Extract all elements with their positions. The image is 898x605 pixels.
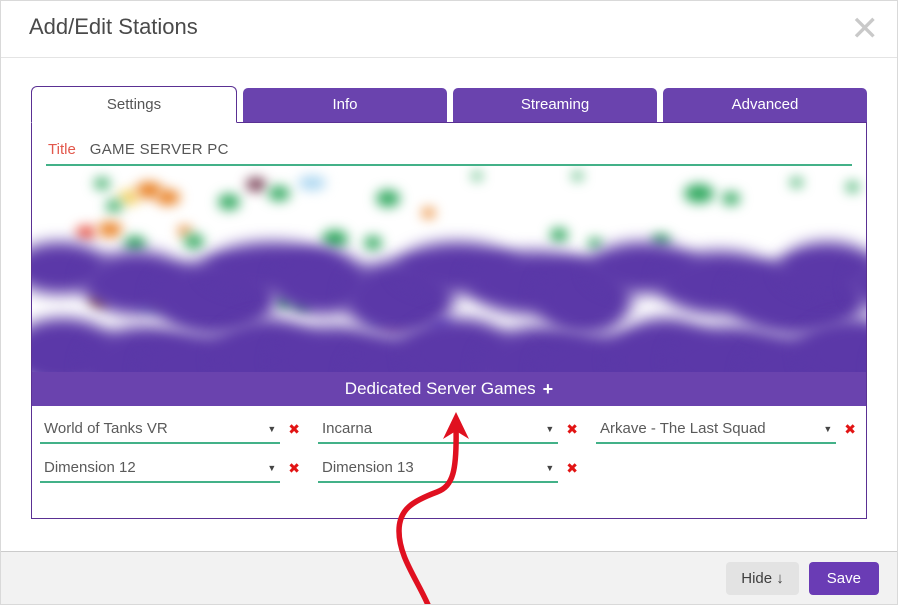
add-game-button[interactable]: + [542,378,554,399]
tab-info[interactable]: Info [243,88,447,122]
game-slot: Dimension 13 ▼ ✖ [318,453,580,483]
game-select-value: Arkave - The Last Squad [600,420,766,437]
game-select[interactable]: World of Tanks VR ▼ [40,417,281,444]
game-select-value: Dimension 12 [44,459,136,476]
save-button[interactable]: Save [808,561,879,595]
game-select-value: Dimension 13 [322,459,414,476]
game-select[interactable]: Dimension 13 ▼ [318,456,559,483]
station-title-field[interactable]: Title GAME SERVER PC [46,139,852,166]
game-select-value: Incarna [322,420,373,437]
hide-button[interactable]: Hide ↓ [726,561,799,595]
game-slot: Incarna ▼ ✖ [318,414,580,444]
chevron-down-icon: ▼ [545,462,555,473]
tab-advanced[interactable]: Advanced [663,88,867,122]
game-select[interactable]: Arkave - The Last Squad ▼ [596,417,837,444]
remove-game-button[interactable]: ✖ [844,421,856,437]
remove-game-button[interactable]: ✖ [288,460,300,476]
settings-panel: Title GAME SERVER PC Dedicated Server Ga… [31,122,867,519]
chevron-down-icon: ▼ [267,462,277,473]
chevron-down-icon: ▼ [267,423,277,434]
game-slot: Dimension 12 ▼ ✖ [40,453,302,483]
game-slot: World of Tanks VR ▼ ✖ [40,414,302,444]
games-grid: World of Tanks VR ▼ ✖ Incarna ▼ ✖ Arkave… [32,406,866,492]
game-slot: Arkave - The Last Squad ▼ ✖ [596,414,858,444]
remove-game-button[interactable]: ✖ [566,421,578,437]
games-header-label: Dedicated Server Games [344,379,536,398]
title-label: Title [48,141,76,158]
modal-title: Add/Edit Stations [29,14,198,39]
title-input[interactable]: GAME SERVER PC [89,141,229,158]
remove-game-button[interactable]: ✖ [288,421,300,437]
blurred-region [32,166,866,372]
game-select[interactable]: Dimension 12 ▼ [40,456,281,483]
game-select[interactable]: Incarna ▼ [318,417,559,444]
modal-footer: Hide ↓ Save [1,551,897,604]
tab-bar: Settings Info Streaming Advanced [31,86,867,123]
chevron-down-icon: ▼ [545,423,555,434]
chevron-down-icon: ▼ [823,423,833,434]
tab-streaming[interactable]: Streaming [453,88,657,122]
modal-body: Settings Info Streaming Advanced Title G… [1,58,897,519]
dedicated-server-games-header: Dedicated Server Games + [32,372,866,406]
game-select-value: World of Tanks VR [44,420,168,437]
close-icon[interactable]: ✕ [850,10,880,48]
remove-game-button[interactable]: ✖ [566,460,578,476]
tab-settings[interactable]: Settings [31,86,237,123]
modal-header: Add/Edit Stations ✕ [1,1,897,58]
